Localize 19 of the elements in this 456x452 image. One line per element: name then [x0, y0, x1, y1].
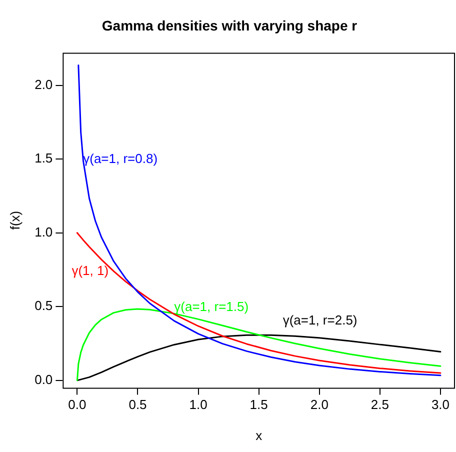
y-tick-label: 1.5 — [34, 150, 53, 166]
y-tick-label: 1.0 — [34, 224, 53, 240]
y-tick-label: 2.0 — [34, 76, 53, 92]
series-label: γ(a=1, r=0.8) — [83, 150, 158, 166]
x-tick-label: 2.0 — [310, 397, 328, 412]
x-tick-label: 3.0 — [431, 397, 450, 412]
x-tick-label: 1.0 — [189, 397, 208, 412]
x-tick-label: 0.0 — [68, 397, 86, 412]
series-label: γ(a=1, r=1.5) — [174, 298, 249, 314]
y-tick-label: 0.0 — [34, 372, 53, 387]
y-axis-title: f(x) — [7, 210, 22, 230]
x-tick-label: 1.5 — [250, 397, 268, 412]
x-axis-title: x — [256, 428, 263, 443]
y-tick-label: 0.5 — [34, 298, 53, 314]
series-label: γ(a=1, r=2.5) — [282, 312, 358, 328]
chart-title: Gamma densities with varying shape r — [102, 17, 358, 34]
x-tick-label: 0.5 — [128, 397, 147, 412]
series-label: γ(1, 1) — [72, 263, 109, 278]
x-tick-label: 2.5 — [370, 397, 389, 412]
